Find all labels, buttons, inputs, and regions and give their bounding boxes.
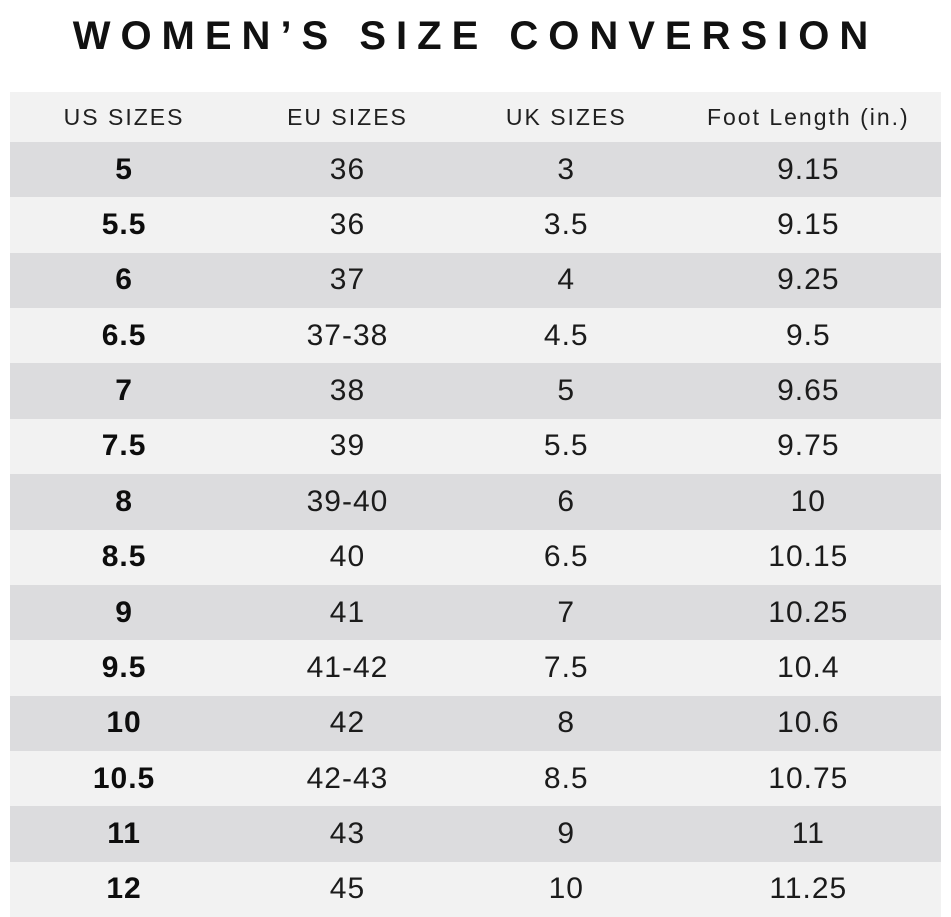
cell-us-size: 12 (106, 872, 142, 906)
table-row: 9.5 41-42 7.5 10.4 (10, 640, 941, 696)
cell-foot-length: 9.65 (777, 374, 840, 408)
cell-eu-size: 36 (329, 152, 366, 186)
cell-foot-length: 9.15 (777, 208, 840, 242)
cell-us-size: 7.5 (101, 429, 147, 463)
cell-eu-size: 37 (329, 263, 366, 297)
table-row: 11 43 9 11 (10, 806, 941, 862)
cell-foot-length: 9.25 (777, 263, 840, 297)
cell-foot-length: 10.15 (768, 540, 849, 574)
cell-uk-size: 9 (557, 816, 576, 850)
cell-us-size: 11 (107, 816, 141, 850)
cell-eu-size: 42-43 (306, 761, 389, 795)
cell-eu-size: 40 (329, 540, 366, 574)
cell-us-size: 9 (115, 595, 133, 629)
cell-uk-size: 8.5 (543, 761, 589, 795)
cell-us-size: 10.5 (92, 761, 156, 795)
table-row: 12 45 10 11.25 (10, 861, 941, 917)
cell-foot-length: 10.25 (768, 595, 849, 629)
cell-us-size: 8 (115, 484, 133, 518)
column-header-us-sizes: US SIZES (63, 103, 185, 130)
cell-eu-size: 39-40 (306, 484, 389, 518)
cell-uk-size: 8 (557, 706, 576, 740)
cell-us-size: 5 (115, 152, 133, 186)
table-row: 9 41 7 10.25 (10, 584, 941, 641)
table-row: 8.5 40 6.5 10.15 (10, 529, 941, 585)
cell-uk-size: 5.5 (543, 429, 589, 463)
cell-us-size: 7 (115, 374, 133, 408)
cell-foot-length: 11.25 (769, 872, 848, 906)
table-row: 6.5 37-38 4.5 9.5 (10, 308, 941, 364)
table-header-row: US SIZES EU SIZES UK SIZES Foot Length (… (10, 92, 941, 142)
cell-eu-size: 42 (329, 706, 366, 740)
cell-uk-size: 7 (557, 595, 576, 629)
table-body: 5 36 3 9.15 5.5 36 3.5 9.15 6 37 4 9.25 … (10, 142, 941, 917)
cell-uk-size: 3.5 (543, 208, 589, 242)
cell-eu-size: 38 (329, 374, 366, 408)
cell-us-size: 8.5 (101, 540, 147, 574)
column-header-foot-length: Foot Length (in.) (706, 103, 910, 130)
cell-eu-size: 37-38 (306, 318, 389, 352)
cell-uk-size: 6.5 (543, 540, 589, 574)
cell-eu-size: 39 (329, 429, 366, 463)
cell-eu-size: 45 (329, 872, 366, 906)
table-row: 7 38 5 9.65 (10, 363, 941, 419)
cell-us-size: 5.5 (101, 208, 147, 242)
cell-uk-size: 5 (557, 374, 576, 408)
table-row: 10 42 8 10.6 (10, 695, 941, 751)
cell-uk-size: 7.5 (543, 650, 589, 684)
cell-foot-length: 9.15 (777, 152, 840, 186)
table-row: 5 36 3 9.15 (10, 142, 941, 198)
column-header-uk-sizes: UK SIZES (505, 103, 627, 130)
cell-uk-size: 4.5 (543, 318, 589, 352)
cell-us-size: 9.5 (101, 650, 147, 684)
cell-us-size: 6 (115, 263, 133, 297)
cell-eu-size: 41-42 (306, 650, 389, 684)
cell-foot-length: 11 (791, 816, 825, 850)
cell-us-size: 10 (106, 706, 142, 740)
table-row: 7.5 39 5.5 9.75 (10, 418, 941, 475)
cell-foot-length: 9.75 (777, 429, 840, 463)
cell-foot-length: 10.6 (777, 706, 840, 740)
cell-uk-size: 4 (557, 263, 576, 297)
size-conversion-table: US SIZES EU SIZES UK SIZES Foot Length (… (10, 92, 941, 917)
cell-foot-length: 9.5 (785, 318, 831, 352)
cell-foot-length: 10.4 (777, 650, 840, 684)
cell-eu-size: 36 (329, 208, 366, 242)
page-title: WOMEN’S SIZE CONVERSION (72, 14, 879, 58)
cell-uk-size: 10 (548, 872, 584, 906)
column-header-eu-sizes: EU SIZES (287, 103, 408, 130)
cell-uk-size: 6 (557, 484, 576, 518)
table-row: 8 39-40 6 10 (10, 474, 941, 530)
cell-eu-size: 41 (329, 595, 366, 629)
table-row: 6 37 4 9.25 (10, 252, 941, 309)
table-row: 10.5 42-43 8.5 10.75 (10, 750, 941, 807)
cell-foot-length: 10.75 (768, 761, 849, 795)
cell-uk-size: 3 (557, 152, 576, 186)
table-row: 5.5 36 3.5 9.15 (10, 197, 941, 253)
cell-eu-size: 43 (329, 816, 366, 850)
cell-us-size: 6.5 (101, 318, 147, 352)
cell-foot-length: 10 (790, 484, 826, 518)
